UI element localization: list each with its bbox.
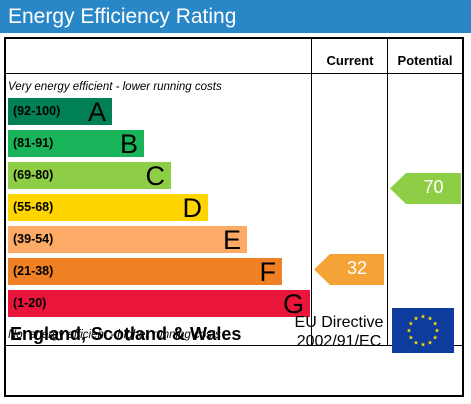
top-note: Very energy efficient - lower running co…: [8, 81, 222, 93]
eu-star-icon: [420, 342, 426, 347]
current-column-divider: [311, 39, 312, 345]
band-range: (1-20): [13, 296, 47, 310]
current-arrow-shape: [314, 254, 384, 285]
potential-arrow-shape: [390, 173, 461, 204]
footer-country: England, Scotland & Wales: [10, 324, 242, 344]
eu-directive-line1: EU Directive: [294, 314, 384, 331]
band-range: (92-100): [13, 104, 61, 118]
potential-column-divider: [387, 39, 388, 345]
eu-star-icon: [406, 328, 412, 333]
current-rating-arrow: 32: [314, 254, 384, 285]
band-letter: D: [182, 193, 203, 223]
band-c: (69-80) C: [8, 161, 171, 191]
band-letter: C: [145, 161, 166, 191]
potential-column-header: Potential: [397, 53, 453, 68]
current-column-header: Current: [326, 53, 374, 68]
band-range: (55-68): [13, 200, 54, 214]
band-letter: B: [119, 129, 138, 159]
band-letter: E: [222, 225, 241, 255]
band-a: (92-100) A: [8, 97, 112, 127]
eu-star-icon: [413, 315, 419, 321]
band-range: (21-38): [13, 264, 54, 278]
footer-divider: [6, 345, 462, 346]
band-b: (81-91) B: [8, 129, 144, 159]
eu-star-icon: [432, 321, 438, 326]
eu-star-icon: [408, 335, 414, 340]
eu-star-icon: [432, 335, 438, 340]
eu-star-icon: [408, 321, 414, 326]
potential-rating-value: 70: [423, 177, 444, 197]
band-letter: A: [87, 97, 106, 127]
band-letter: F: [259, 257, 277, 287]
band-d: (55-68) D: [8, 193, 208, 223]
band-g: (1-20) G: [8, 289, 310, 319]
eu-flag-icon: [392, 308, 454, 353]
band-range: (81-91): [13, 136, 54, 150]
band-f: (21-38) F: [8, 257, 282, 287]
band-letter: G: [282, 289, 304, 319]
band-range: (39-54): [13, 232, 54, 246]
band-range: (69-80): [13, 168, 54, 182]
eu-directive: EU Directive 2002/91/EC: [286, 313, 392, 351]
eu-star-icon: [427, 315, 433, 321]
eu-star-icon: [427, 340, 433, 345]
current-rating-value: 32: [346, 258, 368, 278]
potential-rating-arrow: 70: [390, 173, 461, 204]
eu-star-icon: [413, 340, 419, 345]
header-divider: [6, 73, 462, 74]
bottom-note: Not energy efficient - higher running co…: [8, 329, 221, 341]
eu-star-icon: [434, 328, 440, 333]
page-title: Energy Efficiency Rating: [8, 5, 237, 28]
rating-frame: Current Potential Very energy efficient …: [4, 37, 464, 397]
eu-star-icon: [420, 314, 426, 319]
band-e: (39-54) E: [8, 225, 247, 255]
eu-directive-line2: 2002/91/EC: [296, 333, 382, 350]
title-bar: Energy Efficiency Rating: [0, 0, 471, 33]
